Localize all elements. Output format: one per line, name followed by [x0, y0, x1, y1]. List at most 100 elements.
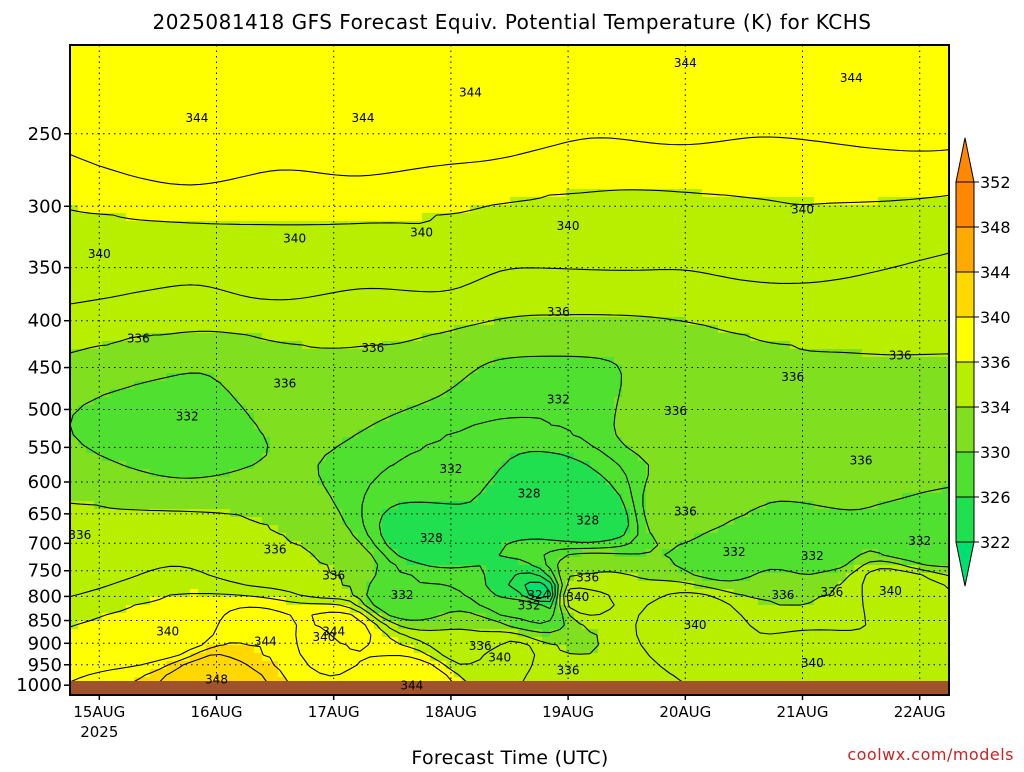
fill-cell [614, 253, 623, 262]
fill-cell [478, 397, 487, 406]
fill-cell [286, 317, 295, 326]
fill-cell [542, 285, 551, 294]
fill-cell [358, 285, 367, 294]
fill-cell [886, 213, 895, 222]
fill-cell [886, 261, 895, 270]
fill-cell [358, 349, 367, 358]
fill-cell [582, 341, 591, 350]
fill-cell [790, 229, 799, 238]
fill-cell [918, 269, 927, 278]
fill-cell [894, 245, 903, 254]
fill-cell [238, 405, 247, 414]
fill-cell [150, 197, 159, 206]
fill-cell [694, 237, 703, 246]
fill-cell [102, 245, 111, 254]
fill-cell [710, 333, 719, 342]
fill-cell [598, 333, 607, 342]
fill-cell [798, 277, 807, 286]
fill-cell [142, 229, 151, 238]
fill-cell [790, 77, 799, 86]
fill-cell [350, 349, 359, 358]
fill-cell [822, 389, 831, 398]
fill-cell [646, 341, 655, 350]
fill-cell [486, 173, 495, 182]
fill-cell [710, 293, 719, 302]
fill-cell [166, 165, 175, 174]
fill-cell [814, 397, 823, 406]
fill-cell [638, 101, 647, 110]
fill-cell [270, 277, 279, 286]
fill-cell [630, 301, 639, 310]
fill-cell [790, 285, 799, 294]
fill-cell [118, 93, 127, 102]
fill-cell [846, 389, 855, 398]
fill-cell [630, 109, 639, 118]
fill-cell [630, 309, 639, 318]
fill-cell [254, 293, 263, 302]
fill-cell [94, 133, 103, 142]
fill-cell [542, 181, 551, 190]
fill-cell [382, 405, 391, 414]
fill-cell [686, 301, 695, 310]
fill-cell [718, 341, 727, 350]
fill-cell [758, 269, 767, 278]
fill-cell [454, 261, 463, 270]
fill-cell [230, 181, 239, 190]
fill-cell [942, 117, 949, 126]
fill-cell [166, 157, 175, 166]
fill-cell [646, 293, 655, 302]
fill-cell [526, 333, 535, 342]
fill-cell [366, 317, 375, 326]
fill-cell [446, 261, 455, 270]
fill-cell [622, 293, 631, 302]
fill-cell [862, 317, 871, 326]
fill-cell [878, 333, 887, 342]
fill-cell [414, 373, 423, 382]
fill-cell [934, 109, 943, 118]
fill-cell [422, 189, 431, 198]
fill-cell [86, 277, 95, 286]
fill-cell [686, 261, 695, 270]
fill-cell [110, 117, 119, 126]
fill-cell [70, 53, 79, 62]
fill-cell [678, 101, 687, 110]
fill-cell [470, 173, 479, 182]
fill-cell [518, 285, 527, 294]
fill-cell [118, 189, 127, 198]
fill-cell [502, 293, 511, 302]
fill-cell [694, 253, 703, 262]
fill-cell [86, 365, 95, 374]
fill-cell [694, 173, 703, 182]
fill-cell [190, 229, 199, 238]
fill-cell [510, 189, 519, 198]
fill-cell [566, 301, 575, 310]
fill-cell [454, 53, 463, 62]
fill-cell [382, 301, 391, 310]
fill-cell [630, 253, 639, 262]
fill-cell [742, 349, 751, 358]
fill-cell [230, 101, 239, 110]
fill-cell [254, 213, 263, 222]
fill-cell [374, 221, 383, 230]
fill-cell [774, 77, 783, 86]
fill-cell [406, 197, 415, 206]
fill-cell [438, 365, 447, 374]
fill-cell [630, 125, 639, 134]
fill-cell [206, 149, 215, 158]
fill-cell [862, 205, 871, 214]
fill-cell [134, 389, 143, 398]
fill-cell [702, 237, 711, 246]
fill-cell [590, 285, 599, 294]
fill-cell [86, 157, 95, 166]
fill-cell [862, 141, 871, 150]
fill-cell [846, 181, 855, 190]
fill-cell [446, 45, 455, 54]
fill-cell [486, 341, 495, 350]
fill-cell [870, 189, 879, 198]
fill-cell [886, 389, 895, 398]
fill-cell [822, 53, 831, 62]
fill-cell [598, 165, 607, 174]
fill-cell [478, 221, 487, 230]
fill-cell [262, 133, 271, 142]
fill-cell [310, 349, 319, 358]
